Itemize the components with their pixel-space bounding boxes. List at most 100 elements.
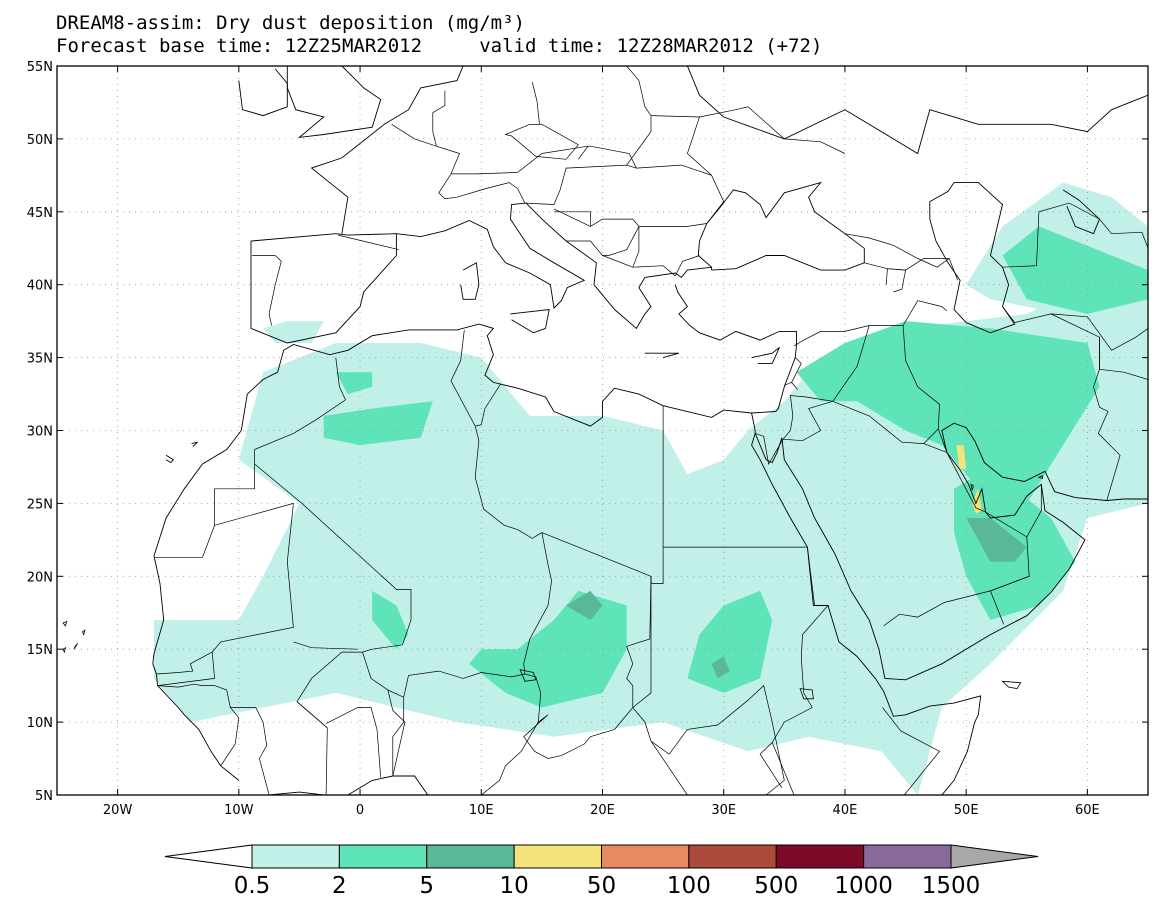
coastline <box>751 347 780 364</box>
border-line <box>1026 484 1042 538</box>
border-line <box>157 683 240 766</box>
dust-region-3 <box>323 401 433 446</box>
border-line <box>844 233 950 268</box>
coastline <box>191 441 198 447</box>
lon-tick-label: 40E <box>833 803 858 818</box>
border-line <box>230 707 270 795</box>
border-line <box>1002 306 1121 501</box>
border-line <box>338 234 399 251</box>
lon-tick-label: 10E <box>469 803 494 818</box>
border-line <box>504 123 579 160</box>
colorbar-swatch <box>601 844 690 869</box>
coastline <box>929 182 1016 334</box>
coastline <box>697 181 865 271</box>
border-line <box>529 81 540 125</box>
coastline <box>396 202 713 330</box>
longitude-axis: 20W 10W 0 10E 20E 30E 40E 50E 60E <box>103 66 1100 818</box>
coastline <box>269 775 429 795</box>
colorbar-swatch <box>338 844 428 869</box>
lon-tick-label: 60E <box>1075 803 1100 818</box>
coastline <box>644 352 680 359</box>
border-line <box>524 164 725 224</box>
colorbar-swatch <box>426 844 515 869</box>
country-borders <box>154 66 1148 795</box>
coastlines <box>62 66 1148 795</box>
border-line <box>432 90 460 175</box>
dust-region-12 <box>966 518 1027 562</box>
coastline <box>686 66 1148 155</box>
border-line <box>771 707 941 795</box>
border-line <box>902 300 948 326</box>
border-line <box>154 464 255 558</box>
dust-region-8 <box>796 321 1100 504</box>
map-title: DREAM8-assim: Dry dust deposition (mg/m³… <box>56 12 525 34</box>
coastline <box>460 262 480 300</box>
border-line <box>793 325 870 347</box>
border-line <box>438 173 526 204</box>
colorbar-swatch <box>863 844 952 869</box>
dust-region-2 <box>263 321 324 343</box>
colorbar-label: 5 <box>419 873 434 899</box>
colorbar-label: 2 <box>332 873 347 899</box>
coastline <box>510 308 550 334</box>
lon-tick-label: 10W <box>224 803 254 818</box>
border-line <box>784 382 792 386</box>
island <box>73 643 78 650</box>
border-line <box>782 395 833 442</box>
border-line <box>650 740 786 795</box>
colorbar-swatch <box>251 844 340 869</box>
border-line <box>674 255 700 277</box>
coastline <box>165 454 175 464</box>
border-line <box>553 208 591 227</box>
lat-tick-label: 25N <box>27 497 53 512</box>
border-line <box>392 697 405 776</box>
dust-region-13 <box>711 656 730 679</box>
dust-region-10 <box>1002 226 1148 314</box>
coastline <box>310 66 470 234</box>
colorbar-swatch <box>775 844 865 869</box>
colorbar-high-arrow <box>950 844 1039 869</box>
lat-tick-label: 35N <box>27 352 53 367</box>
lon-tick-label: 0 <box>356 803 364 818</box>
dust-region-11 <box>566 590 603 620</box>
border-line <box>791 357 802 390</box>
border-line <box>885 268 907 293</box>
lat-tick-label: 55N <box>27 60 53 75</box>
border-line <box>650 115 712 176</box>
border-line <box>989 575 1030 625</box>
lon-tick-label: 20E <box>590 803 615 818</box>
lat-tick-label: 10N <box>27 716 53 731</box>
border-line <box>541 405 664 584</box>
border-line <box>254 463 412 729</box>
coastline <box>250 233 397 344</box>
border-line <box>566 218 640 256</box>
border-line <box>626 66 652 166</box>
lon-tick-label: 50E <box>954 803 979 818</box>
island <box>62 620 68 627</box>
latitude-axis: 55N 50N 45N 40N 35N 30N 25N 20N 15N 10N 5N <box>27 60 1148 804</box>
border-line <box>156 651 213 675</box>
border-line <box>387 670 525 698</box>
border-line <box>451 145 589 175</box>
island <box>1037 475 1043 480</box>
border-line <box>755 433 784 465</box>
dust-region-15 <box>956 445 967 470</box>
border-line <box>293 641 358 650</box>
border-line <box>632 265 676 277</box>
colorbar-label: 50 <box>587 873 616 899</box>
border-line <box>864 258 959 281</box>
dust-region-5 <box>469 590 627 708</box>
lake <box>519 669 537 682</box>
border-line <box>699 106 846 154</box>
coastline <box>751 433 982 795</box>
lat-tick-label: 40N <box>27 279 53 294</box>
border-line <box>325 707 382 778</box>
border-line <box>832 325 940 444</box>
border-line <box>157 502 294 686</box>
border-line <box>602 223 707 268</box>
colorbar: 0.5 2 5 10 50 100 500 1000 1500 <box>164 844 1039 899</box>
lon-tick-label: 30E <box>711 803 736 818</box>
border-line <box>450 329 543 539</box>
colorbar-swatch <box>688 844 777 869</box>
border-line <box>391 124 437 147</box>
